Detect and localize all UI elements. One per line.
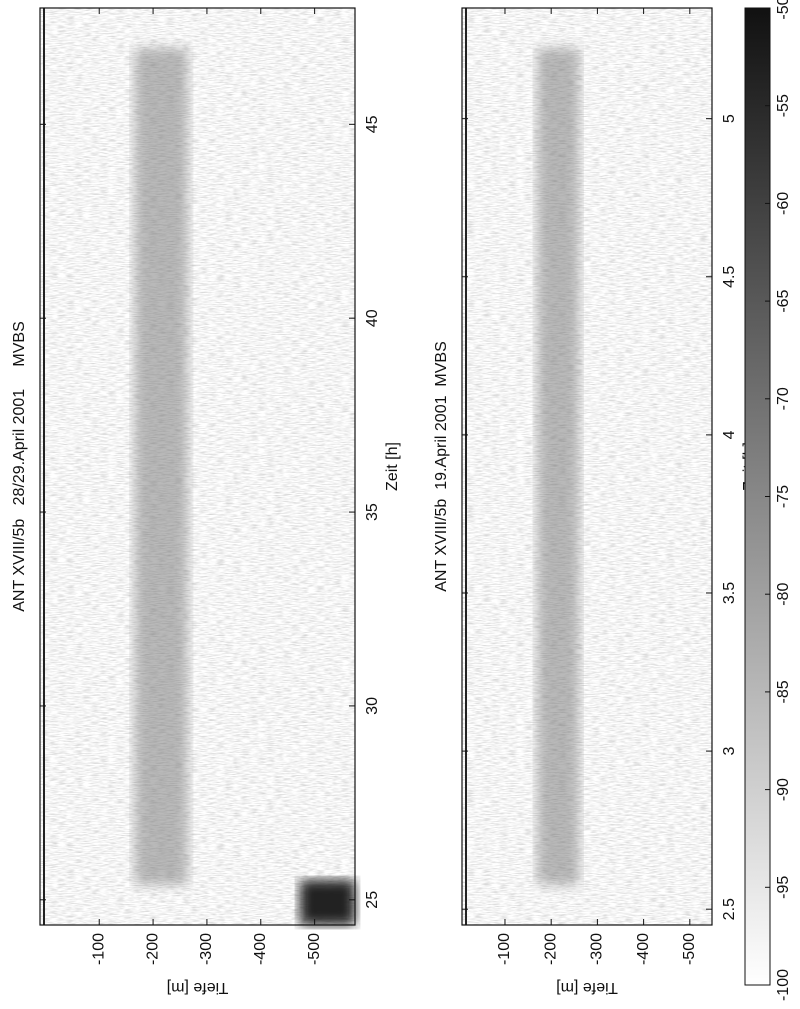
colorbar-tick-label: -60	[775, 192, 792, 215]
y-tick-label: -500	[681, 933, 698, 965]
y-tick-label: -200	[144, 933, 161, 965]
y-axis-label: Tiefe [m]	[556, 979, 618, 996]
seabed	[300, 880, 355, 925]
x-tick-label: 3	[721, 747, 738, 756]
colorbar-tick-label: -85	[775, 680, 792, 703]
x-tick-label: 30	[364, 697, 381, 715]
y-tick-label: -300	[198, 933, 215, 965]
colorbar-tick-label: -70	[775, 387, 792, 410]
x-tick-label: 4	[721, 430, 738, 439]
x-tick-label: 40	[364, 309, 381, 327]
x-tick-label: 25	[364, 891, 381, 909]
y-tick-label: -100	[90, 933, 107, 965]
scattering-layer	[537, 48, 580, 885]
y-tick-label: -400	[635, 933, 652, 965]
chart-title: ANT XVIII/5b 19.April 2001 MVBS	[433, 341, 450, 592]
x-tick-label: 35	[364, 503, 381, 521]
x-axis-label: Zeit [h]	[384, 442, 401, 491]
x-tick-label: 5	[721, 114, 738, 123]
colorbar-tick-label: -95	[775, 876, 792, 899]
colorbar-tick-label: -65	[775, 289, 792, 312]
colorbar-tick-label: -90	[775, 778, 792, 801]
echogram-noise	[462, 8, 712, 925]
colorbar-tick-label: -50	[775, 0, 792, 20]
y-tick-label: -500	[306, 933, 323, 965]
scattering-layer	[134, 48, 189, 885]
colorbar-tick-label: -75	[775, 485, 792, 508]
y-axis-label: Tiefe [m]	[167, 979, 229, 996]
x-tick-label: 2.5	[721, 898, 738, 920]
y-tick-label: -100	[496, 933, 513, 965]
y-tick-label: -400	[252, 933, 269, 965]
x-tick-label: 45	[364, 115, 381, 133]
x-tick-label: 4.5	[721, 266, 738, 288]
y-tick-label: -300	[589, 933, 606, 965]
colorbar-tick-label: -55	[775, 94, 792, 117]
colorbar-tick-label: -100	[775, 969, 792, 1001]
echogram-noise	[40, 8, 355, 925]
colorbar-tick-label: -80	[775, 583, 792, 606]
y-tick-label: -200	[542, 933, 559, 965]
x-tick-label: 3.5	[721, 582, 738, 604]
plot-frame	[39, 7, 356, 926]
chart-title: ANT XVIII/5b 28/29.April 2001 MVBS	[11, 321, 28, 612]
plot-frame	[461, 7, 713, 926]
